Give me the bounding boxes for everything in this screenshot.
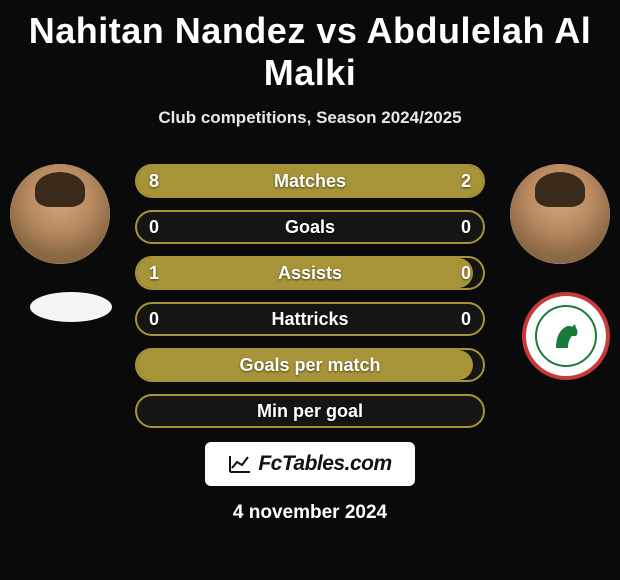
stat-label: Goals per match <box>135 348 485 382</box>
stat-value-left: 0 <box>149 302 159 336</box>
stat-value-left: 0 <box>149 210 159 244</box>
page-subtitle: Club competitions, Season 2024/2025 <box>0 108 620 128</box>
stat-row: Hattricks0 0 <box>135 302 485 336</box>
stat-row: Min per goal <box>135 394 485 428</box>
watermark-text: FcTables.com <box>258 452 391 476</box>
stat-value-right: 2 <box>461 164 471 198</box>
chart-icon <box>228 454 252 474</box>
club-right-inner <box>535 305 597 367</box>
stat-label: Goals <box>135 210 485 244</box>
player-left-avatar <box>10 164 110 264</box>
comparison-area: Matches82Goals00Assists10Hattricks00Goal… <box>0 164 620 428</box>
stat-value-left: 8 <box>149 164 159 198</box>
club-left-logo <box>30 292 112 322</box>
avatar-face-icon <box>10 164 110 264</box>
stat-value-left: 1 <box>149 256 159 290</box>
date-label: 4 november 2024 <box>0 502 620 524</box>
page-title: Nahitan Nandez vs Abdulelah Al Malki <box>0 0 620 94</box>
stat-label: Hattricks <box>135 302 485 336</box>
watermark: FcTables.com <box>205 442 415 486</box>
stat-value-right: 0 <box>461 302 471 336</box>
stat-value-right: 0 <box>461 210 471 244</box>
stat-label: Assists <box>135 256 485 290</box>
stat-value-right: 0 <box>461 256 471 290</box>
stat-row: Assists1 0 <box>135 256 485 290</box>
stats-list: Matches82Goals00Assists10Hattricks00Goal… <box>135 164 485 428</box>
stat-label: Matches <box>135 164 485 198</box>
stat-row: Goals per match <box>135 348 485 382</box>
avatar-face-icon <box>510 164 610 264</box>
stat-label: Min per goal <box>135 394 485 428</box>
horse-icon <box>548 318 584 354</box>
club-right-logo <box>522 292 610 380</box>
stat-row: Matches8 2 <box>135 164 485 198</box>
stat-row: Goals0 0 <box>135 210 485 244</box>
player-right-avatar <box>510 164 610 264</box>
